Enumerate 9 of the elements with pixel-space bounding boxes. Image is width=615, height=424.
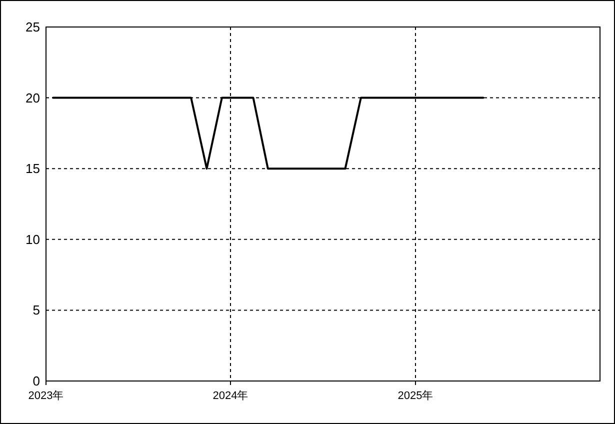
y-tick-label: 20	[26, 90, 40, 106]
y-tick-label: 15	[26, 161, 40, 176]
y-tick-label: 5	[32, 302, 40, 318]
y-tick-label: 10	[26, 232, 40, 247]
x-tick-label: 2025年	[398, 390, 434, 402]
y-tick-label: 0	[32, 374, 40, 388]
x-tick-label: 2024年	[212, 390, 248, 402]
y-tick-label: 25	[26, 20, 40, 34]
x-tick-label: 2023年	[28, 390, 64, 402]
